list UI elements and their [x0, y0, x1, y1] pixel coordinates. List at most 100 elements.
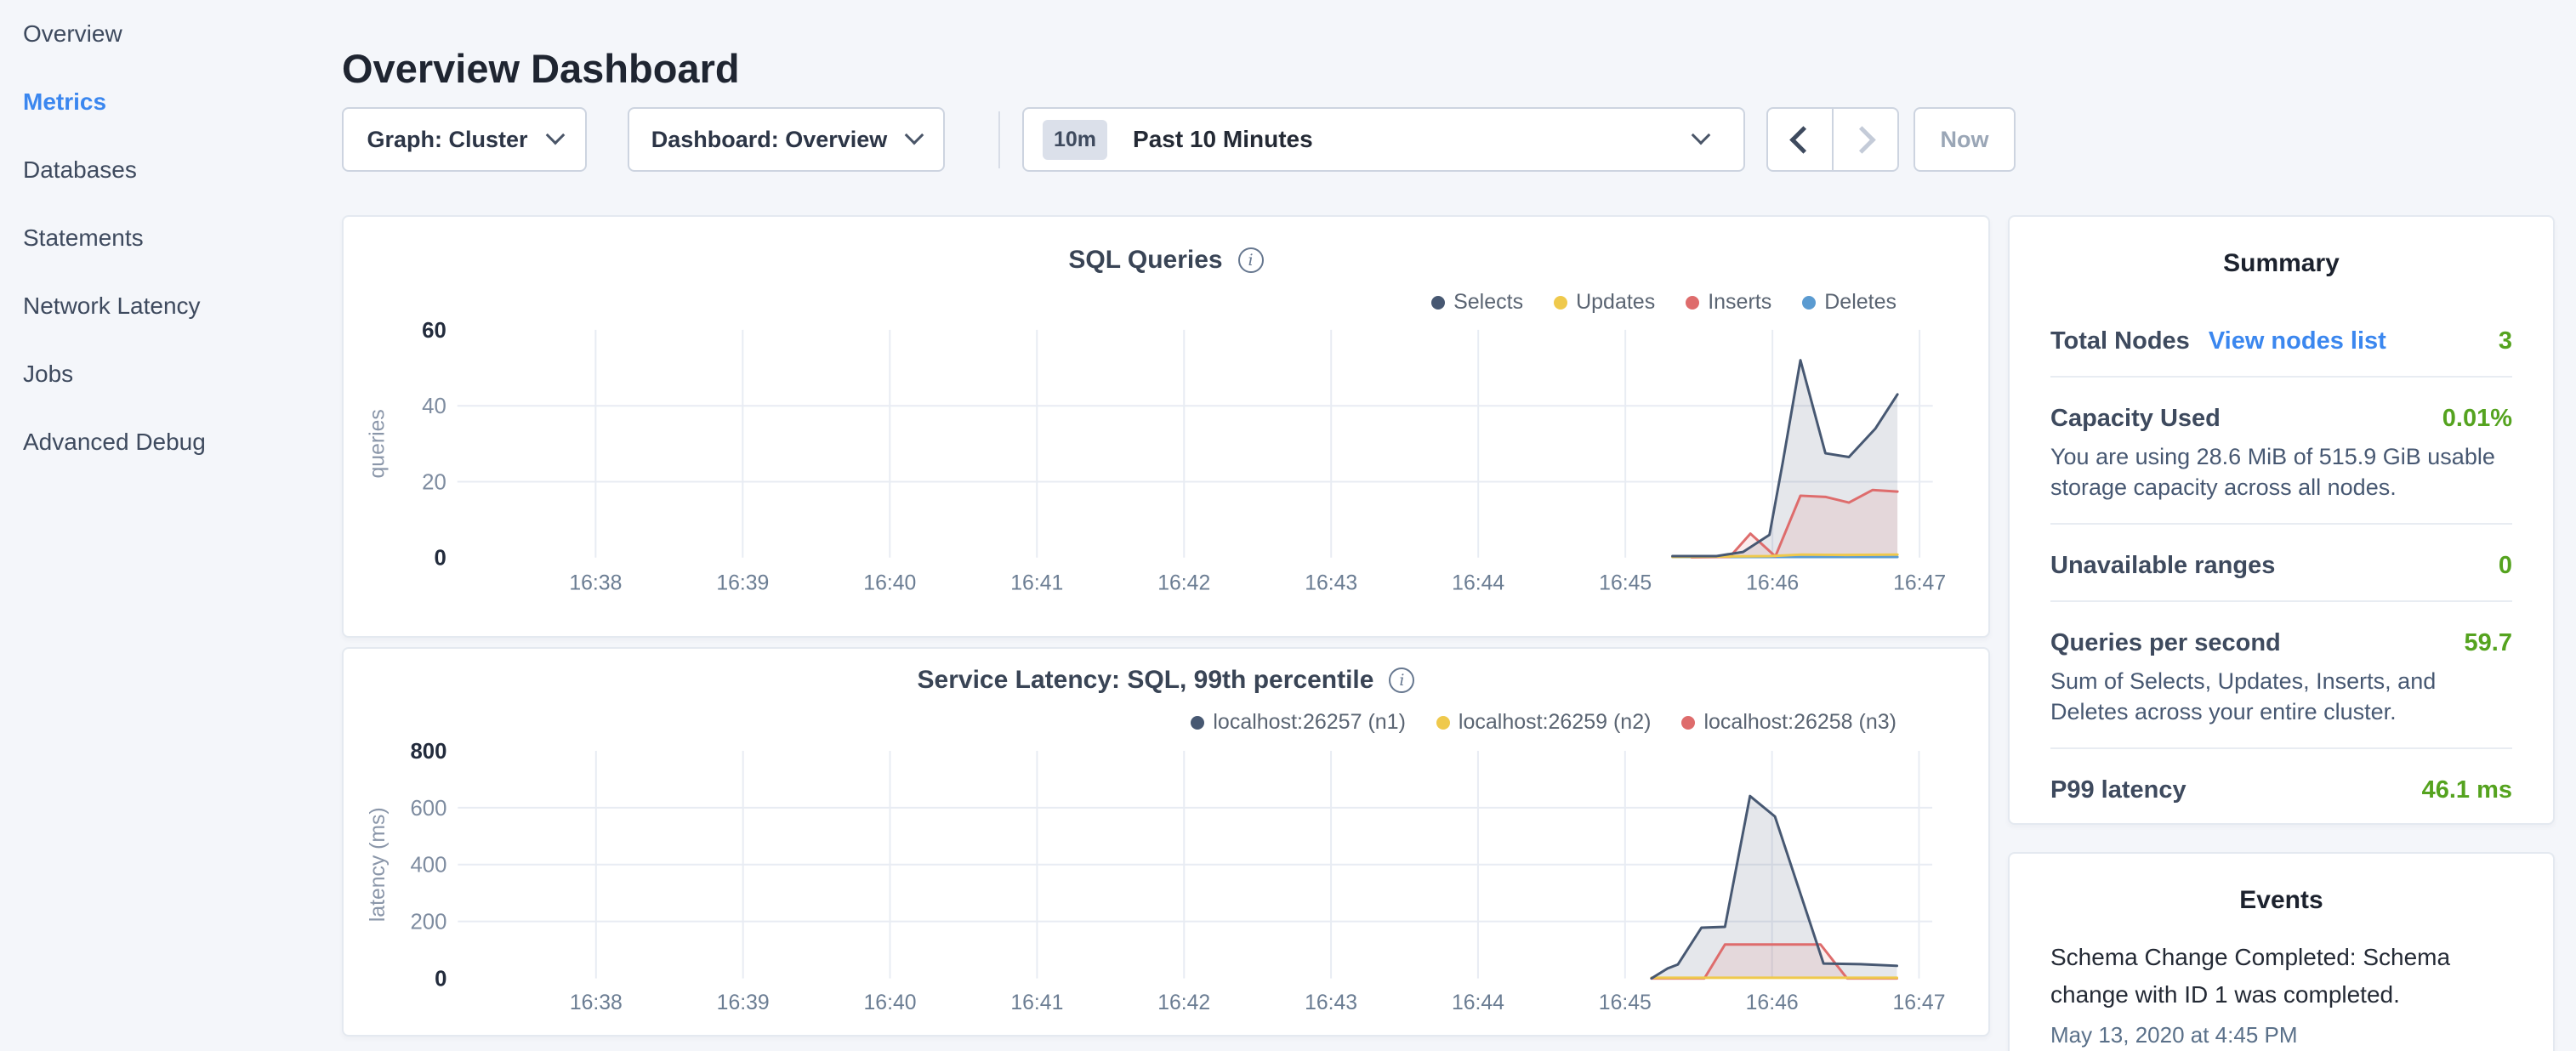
legend-dot-icon [1436, 716, 1450, 730]
legend-dot-icon [1681, 716, 1695, 730]
sidebar-item-overview[interactable]: Overview [0, 0, 336, 68]
time-forward-button[interactable] [1834, 109, 1897, 170]
chart-title: SQL Queries [344, 246, 1988, 275]
chevron-down-icon [905, 126, 924, 145]
svg-text:16:38: 16:38 [569, 571, 622, 594]
summary-row-label: Queries per second [2050, 629, 2281, 657]
summary-row-value: 0.01% [2442, 405, 2512, 433]
legend-item[interactable]: Selects [1431, 290, 1523, 315]
svg-text:16:44: 16:44 [1452, 571, 1504, 594]
summary-panel: Summary Total Nodes View nodes list 3 Capac… [2008, 215, 2555, 825]
svg-text:16:38: 16:38 [570, 991, 623, 1014]
sidebar-item-databases[interactable]: Databases [0, 136, 336, 204]
now-button[interactable]: Now [1914, 107, 2016, 172]
sql-queries-plot[interactable]: 16:38 16:39 16:40 16:41 16:42 16:43 16:44 16:45… [344, 217, 1988, 636]
summary-rows: Total Nodes View nodes list 3 Capacity Used… [2010, 290, 2553, 825]
svg-text:16:39: 16:39 [717, 991, 770, 1014]
sidebar-item-jobs[interactable]: Jobs [0, 340, 336, 408]
time-range-picker[interactable]: 10m Past 10 Minutes [1022, 107, 1745, 172]
summary-row-description: You are using 28.6 MiB of 515.9 GiB usab… [2050, 441, 2512, 503]
svg-text:0: 0 [435, 547, 446, 571]
sql-queries-chart-card: 16:38 16:39 16:40 16:41 16:42 16:43 16:44 16:45… [342, 215, 1990, 638]
sidebar-item-metrics[interactable]: Metrics [0, 68, 336, 136]
info-icon[interactable] [1238, 247, 1264, 273]
chevron-down-icon [1692, 126, 1711, 145]
summary-row: P99 latency 46.1 ms [2050, 749, 2512, 825]
legend-dot-icon [1686, 296, 1699, 310]
svg-text:400: 400 [410, 854, 446, 878]
time-range-label: Past 10 Minutes [1133, 126, 1313, 153]
legend-label: localhost:26257 (n1) [1213, 710, 1406, 735]
svg-text:latency (ms): latency (ms) [367, 807, 390, 922]
time-back-button[interactable] [1768, 109, 1834, 170]
events-title: Events [2010, 854, 2553, 915]
summary-row-value: 3 [2499, 327, 2512, 355]
summary-row-label: Total Nodes [2050, 327, 2190, 355]
svg-text:600: 600 [410, 797, 446, 821]
legend-item[interactable]: Inserts [1686, 290, 1771, 315]
time-range-badge: 10m [1043, 120, 1107, 160]
chevron-right-icon [1848, 126, 1876, 154]
time-pager [1766, 107, 1899, 172]
sidebar-item-advanced-debug[interactable]: Advanced Debug [0, 408, 336, 476]
svg-text:16:39: 16:39 [716, 571, 769, 594]
summary-row-label: Capacity Used [2050, 405, 2221, 433]
sidebar-item-network-latency[interactable]: Network Latency [0, 272, 336, 340]
svg-text:200: 200 [410, 911, 446, 935]
info-icon[interactable] [1389, 668, 1414, 693]
service-latency-chart-card: 16:3816:3916:4016:4116:4216:4316:4416:45… [342, 647, 1990, 1037]
legend-label: localhost:26259 (n2) [1459, 710, 1652, 735]
event-text: Schema Change Completed: Schema change w… [2050, 939, 2512, 1014]
chevron-down-icon [545, 126, 565, 145]
svg-text:40: 40 [422, 395, 446, 418]
page-title: Overview Dashboard [342, 45, 740, 92]
svg-text:0: 0 [435, 968, 446, 991]
svg-text:20: 20 [422, 470, 446, 494]
legend-item[interactable]: Updates [1554, 290, 1655, 315]
summary-row-label: Unavailable ranges [2050, 552, 2275, 580]
summary-row-value: 0 [2499, 552, 2512, 580]
chart-title: Service Latency: SQL, 99th percentile [344, 666, 1988, 695]
service-latency-plot[interactable]: 16:3816:3916:4016:4116:4216:4316:4416:45… [344, 649, 1988, 1035]
dashboard-label: Dashboard: Overview [651, 127, 888, 153]
legend-dot-icon [1191, 716, 1204, 730]
svg-text:800: 800 [410, 740, 446, 764]
svg-text:16:46: 16:46 [1746, 571, 1799, 594]
svg-text:16:41: 16:41 [1010, 571, 1063, 594]
svg-text:16:40: 16:40 [864, 991, 917, 1014]
summary-row: Queries per second59.7Sum of Selects, Up… [2050, 602, 2512, 749]
overview-dashboard-page: Overview Metrics Databases Statements Ne… [0, 0, 2576, 1051]
legend-label: Selects [1453, 290, 1523, 315]
summary-row: Unavailable ranges 0 [2050, 525, 2512, 602]
legend-dot-icon [1802, 296, 1816, 310]
svg-text:16:43: 16:43 [1305, 991, 1357, 1014]
svg-text:16:47: 16:47 [1893, 571, 1946, 594]
legend-item[interactable]: localhost:26257 (n1) [1191, 710, 1406, 735]
legend-item[interactable]: localhost:26258 (n3) [1681, 710, 1896, 735]
svg-text:16:46: 16:46 [1746, 991, 1799, 1014]
svg-text:60: 60 [422, 319, 446, 343]
summary-row-value: 46.1 ms [2422, 776, 2512, 804]
controls-divider [998, 111, 1000, 168]
summary-row-label: P99 latency [2050, 776, 2186, 804]
legend-item[interactable]: localhost:26259 (n2) [1436, 710, 1652, 735]
svg-text:16:40: 16:40 [863, 571, 916, 594]
summary-title: Summary [2010, 217, 2553, 278]
svg-text:16:43: 16:43 [1305, 571, 1357, 594]
summary-row: Capacity Used 0.01% You are using 28.6 MiB… [2050, 378, 2512, 525]
event-item: Schema Change Completed: Schema change w… [2010, 915, 2553, 1048]
legend-label: Inserts [1708, 290, 1771, 315]
legend-item[interactable]: Deletes [1802, 290, 1896, 315]
legend-label: localhost:26258 (n3) [1703, 710, 1896, 735]
view-nodes-list-link[interactable]: View nodes list [2209, 327, 2386, 355]
chevron-left-icon [1789, 126, 1817, 154]
legend-dot-icon [1554, 296, 1567, 310]
svg-text:16:42: 16:42 [1157, 991, 1210, 1014]
graph-scope-dropdown[interactable]: Graph: Cluster [342, 107, 587, 172]
svg-text:16:45: 16:45 [1599, 571, 1652, 594]
summary-row-value: 59.7 [2465, 629, 2512, 657]
svg-text:16:42: 16:42 [1157, 571, 1210, 594]
sidebar-item-statements[interactable]: Statements [0, 204, 336, 272]
events-panel: Events Schema Change Completed: Schema c… [2008, 852, 2555, 1051]
dashboard-dropdown[interactable]: Dashboard: Overview [628, 107, 945, 172]
